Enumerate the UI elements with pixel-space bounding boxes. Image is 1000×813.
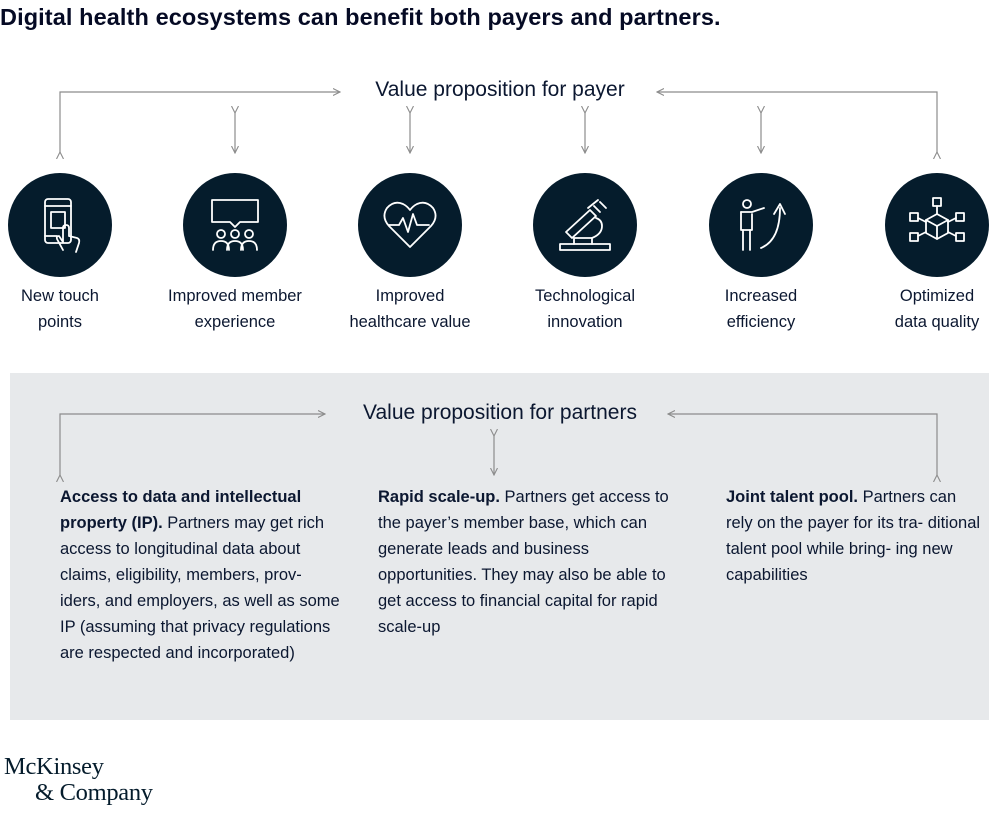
touchscreen-phone-icon — [8, 173, 112, 277]
logo-line-1: McKinsey — [4, 753, 104, 780]
payer-item-healthcare-value: Improved healthcare value — [325, 173, 495, 335]
people-speech-bubble-icon — [183, 173, 287, 277]
partner-benefit-body: Partners can rely on the payer for its t… — [726, 488, 981, 584]
payer-item-member-experience: Improved member experience — [150, 173, 320, 335]
person-arrow-up-icon — [709, 173, 813, 277]
payer-item-label: Optimized data quality — [894, 287, 980, 331]
payer-item-new-touch-points: New touch points — [0, 173, 145, 335]
logo-line-2: & Company — [35, 779, 153, 806]
microscope-icon — [533, 173, 637, 277]
partner-benefit-joint-talent-pool: Joint talent pool. Partners can rely on … — [726, 484, 981, 588]
data-network-cube-icon — [885, 173, 989, 277]
partners-section-heading: Value proposition for partners — [0, 401, 1000, 425]
payer-item-data-quality: Optimized data quality — [852, 173, 1000, 335]
payer-item-label: Technological innovation — [535, 287, 635, 331]
partner-benefit-title: Rapid scale-up. — [378, 488, 500, 506]
payer-item-label: New touch points — [21, 287, 99, 331]
payer-item-label: Improved healthcare value — [349, 287, 471, 331]
partner-benefit-body: Partners get access to the payer’s membe… — [378, 488, 669, 636]
payer-item-technological-innovation: Technological innovation — [500, 173, 670, 335]
payer-item-label: Improved member experience — [168, 287, 302, 331]
payer-item-increased-efficiency: Increased efficiency — [676, 173, 846, 335]
partner-benefit-data-access: Access to data and intellectual property… — [60, 484, 345, 666]
payer-section-heading: Value proposition for payer — [0, 78, 1000, 102]
heart-pulse-icon — [358, 173, 462, 277]
mckinsey-logo: McKinsey & Company — [4, 754, 153, 806]
partner-benefit-rapid-scale-up: Rapid scale-up. Partners get access to t… — [378, 484, 678, 640]
partner-benefit-title: Access to data and intellectual property… — [60, 488, 302, 532]
page-title: Digital health ecosystems can benefit bo… — [0, 4, 721, 30]
partner-benefit-title: Joint talent pool. — [726, 488, 858, 506]
partner-benefit-body: Partners may get rich access to longitud… — [60, 514, 340, 662]
payer-item-label: Increased efficiency — [724, 287, 798, 331]
